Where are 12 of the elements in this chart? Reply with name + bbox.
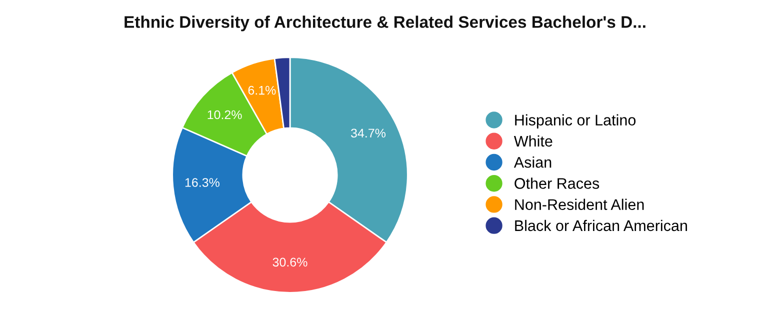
legend-label: Asian [514,156,552,168]
legend-label: Hispanic or Latino [515,114,636,129]
legend-label: Non-Resident Alien [515,198,644,210]
data-label: 30.6% [272,258,308,267]
chart-title: Ethnic Diversity of Architecture & Related Services Bachelor's D... [124,16,646,32]
data-label: 10.2% [208,110,242,120]
legend-label: Other Races [514,178,600,189]
data-label: 6.1% [248,86,276,95]
data-label: 34.7% [350,128,386,138]
legend-label: White [514,135,552,147]
data-label: 16.3% [185,178,220,187]
legend-label: Black or African American [515,220,687,232]
